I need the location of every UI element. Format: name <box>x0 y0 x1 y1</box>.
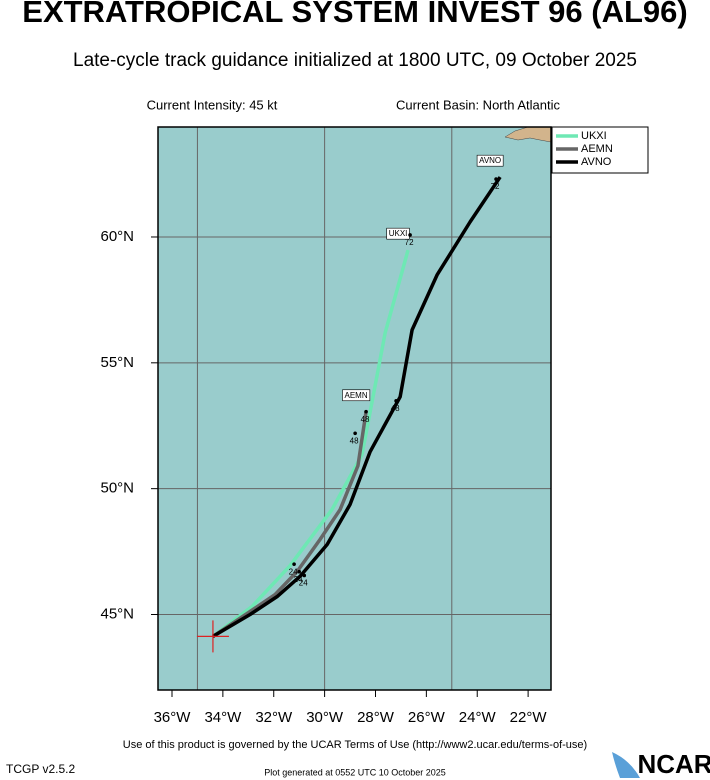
forecast-hour-label: 72 <box>405 238 414 247</box>
track-end-label: AEMN <box>345 391 368 400</box>
track-end-box <box>342 389 371 402</box>
chart-subtitle: Late-cycle track guidance initialized at… <box>73 50 637 71</box>
legend-label: AVNO <box>581 156 612 168</box>
track <box>212 176 502 638</box>
footer-version: TCGP v2.5.2 <box>6 762 75 776</box>
chart-title: EXTRATROPICAL SYSTEM INVEST 96 (AL96) <box>22 0 687 29</box>
basin: Current Basin: North Atlantic <box>396 97 561 112</box>
legend-label: AEMN <box>581 143 613 155</box>
forecast-point <box>494 177 498 181</box>
track-end-label: AVNO <box>479 156 501 165</box>
forecast-hour-label: 48 <box>350 436 359 445</box>
x-tick-label: 34°W <box>204 709 242 726</box>
legend-label: UKXI <box>581 130 607 142</box>
forecast-point <box>394 399 398 403</box>
x-tick-label: 26°W <box>408 709 446 726</box>
x-tick-label: 36°W <box>154 709 192 726</box>
logo: NCAR <box>637 749 710 779</box>
y-tick-label: 50°N <box>100 480 134 497</box>
forecast-point <box>353 431 357 436</box>
x-tick-label: 24°W <box>459 709 497 726</box>
forecast-hour-label: 24 <box>294 575 303 584</box>
forecast-hour-label: 24 <box>289 567 298 576</box>
y-tick-label: 60°N <box>100 228 134 245</box>
x-tick-label: 32°W <box>255 709 293 726</box>
y-tick-label: 45°N <box>100 605 134 622</box>
y-tick-label: 55°N <box>100 354 134 371</box>
ocean <box>158 127 551 690</box>
forecast-hour-label: 48 <box>361 415 370 424</box>
forecast-hour-label: 24 <box>299 579 308 588</box>
forecast-point <box>408 233 412 237</box>
track <box>211 411 368 638</box>
intensity: Current Intensity: 45 kt <box>147 97 278 112</box>
footer-terms: Use of this product is governed by the U… <box>123 739 587 751</box>
logo-swoosh <box>612 752 640 778</box>
footer-generated: Plot generated at 0552 UTC 10 October 20… <box>264 767 446 777</box>
track-end-box <box>476 154 504 167</box>
forecast-hour-label: 72 <box>491 182 500 191</box>
forecast-hour-label: 48 <box>391 404 400 413</box>
x-tick-label: 30°W <box>306 709 344 726</box>
forecast-point <box>302 573 307 578</box>
x-tick-label: 28°W <box>357 709 395 726</box>
x-tick-label: 22°W <box>510 709 548 726</box>
track-end-label: UKXI <box>389 229 408 238</box>
forecast-point <box>364 409 368 414</box>
plot-frame <box>157 126 552 691</box>
track <box>211 249 410 638</box>
forecast-point <box>297 569 301 574</box>
forecast-point <box>292 562 296 566</box>
